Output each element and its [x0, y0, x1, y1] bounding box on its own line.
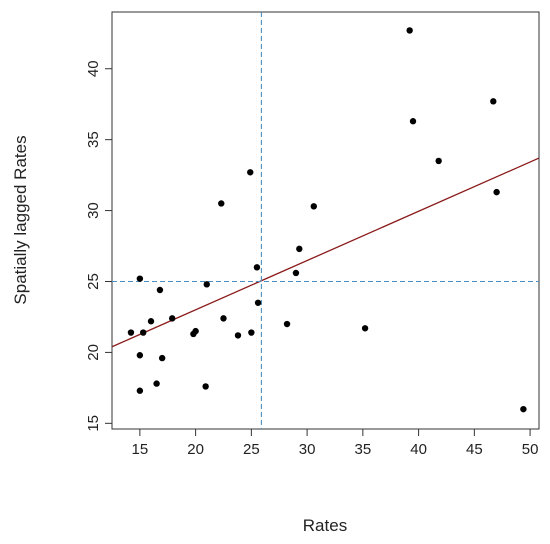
- y-tick-label-2: 25: [85, 273, 102, 290]
- y-tick-label-5: 40: [85, 60, 102, 77]
- data-point-12: [202, 383, 209, 390]
- data-point-9: [169, 315, 176, 322]
- data-point-28: [435, 157, 442, 165]
- data-point-30: [493, 188, 500, 196]
- y-tick-label-0: 15: [85, 415, 102, 432]
- data-point-1: [136, 275, 144, 282]
- data-point-8: [158, 354, 166, 362]
- data-point-11: [192, 327, 199, 335]
- regression-line: [111, 157, 540, 348]
- y-axis: 15 20 25 30 35 40: [85, 60, 112, 432]
- data-point-17: [247, 169, 254, 176]
- data-point-31: [520, 405, 527, 413]
- x-tick-label-5: 40: [410, 441, 427, 458]
- x-tick-label-4: 35: [355, 441, 372, 458]
- x-tick-label-7: 50: [522, 441, 539, 458]
- data-point-3: [136, 387, 144, 394]
- x-axis-label: Rates: [303, 516, 347, 535]
- data-point-20: [254, 299, 262, 306]
- x-tick-label-3: 30: [299, 441, 316, 458]
- data-point-0: [127, 329, 135, 336]
- x-tick-label-0: 15: [132, 441, 149, 458]
- data-point-29: [490, 98, 497, 105]
- x-tick-label-1: 20: [187, 441, 204, 458]
- y-tick-label-1: 20: [85, 344, 102, 361]
- data-point-4: [140, 329, 147, 336]
- data-point-2: [136, 352, 144, 359]
- y-tick-label-4: 35: [85, 131, 102, 148]
- y-axis-label: Spatially lagged Rates: [11, 135, 30, 304]
- data-point-15: [220, 315, 227, 322]
- data-point-18: [248, 329, 255, 336]
- data-point-19: [253, 264, 261, 271]
- plot-frame: [111, 11, 540, 430]
- data-point-24: [310, 203, 317, 210]
- data-points: [127, 27, 527, 413]
- data-point-13: [203, 281, 210, 288]
- data-point-7: [156, 286, 164, 294]
- data-point-6: [153, 380, 160, 387]
- data-point-25: [361, 325, 369, 332]
- data-point-26: [406, 27, 413, 34]
- data-point-21: [283, 320, 291, 328]
- x-tick-label-6: 45: [466, 441, 483, 458]
- data-point-22: [292, 269, 300, 277]
- data-point-5: [147, 318, 155, 325]
- y-tick-label-3: 30: [85, 202, 102, 219]
- x-axis: 15 20 25 30 35 40 45 50: [132, 429, 539, 458]
- data-point-27: [409, 118, 417, 125]
- data-point-16: [234, 332, 242, 339]
- x-tick-label-2: 25: [243, 441, 260, 458]
- data-point-14: [218, 200, 225, 207]
- data-point-23: [296, 245, 303, 253]
